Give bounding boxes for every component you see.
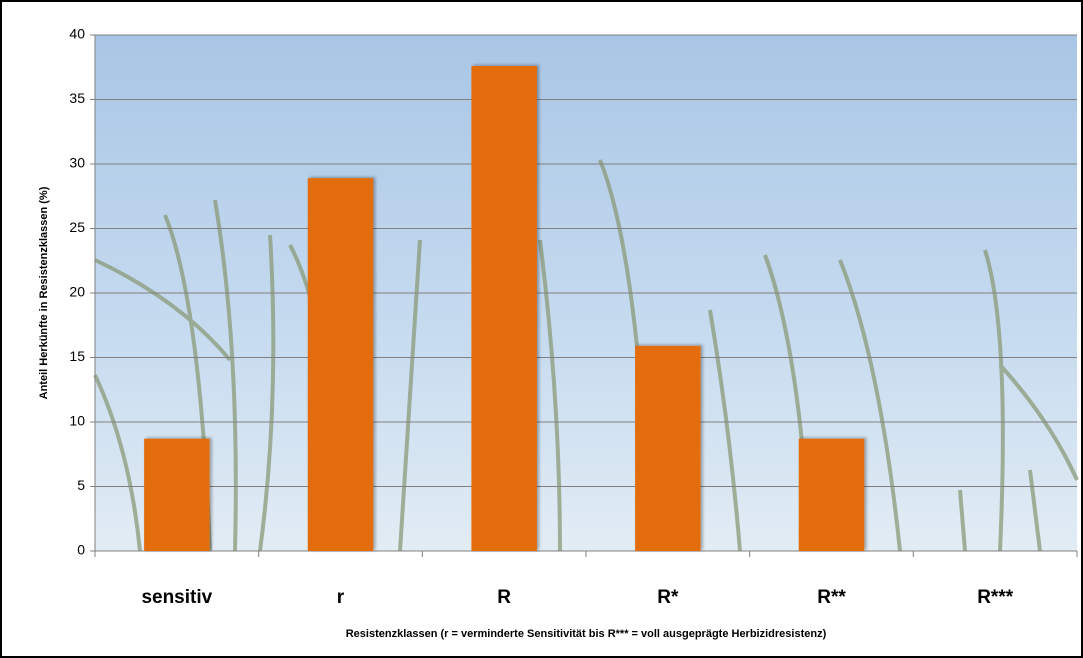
bar [799, 439, 864, 551]
y-tick-label: 35 [69, 90, 85, 106]
bar [308, 178, 373, 551]
x-tick-label: R* [657, 587, 679, 608]
x-tick-label: R** [817, 587, 846, 608]
page: {"chart_data": {"type": "bar", "categori… [0, 0, 1083, 658]
y-tick-label: 40 [69, 26, 85, 42]
bar [635, 346, 700, 551]
y-tick-label: 5 [77, 477, 85, 493]
y-tick-label: 15 [69, 348, 85, 364]
x-tick-label: R*** [977, 587, 1014, 608]
x-tick-label: sensitiv [141, 587, 212, 608]
x-axis-title: Resistenzklassen (r = verminderte Sensit… [346, 628, 827, 640]
y-axis-title: Anteil Herkünfte in Resistenzklassen (%) [38, 186, 50, 399]
x-tick-label: R [497, 587, 511, 608]
y-tick-label: 25 [69, 219, 85, 235]
y-tick-label: 30 [69, 155, 85, 171]
bar [144, 439, 209, 551]
chart: Anteil Herkünfte in Resistenzklassen (%)… [0, 0, 1083, 658]
y-tick-label: 20 [69, 284, 85, 300]
x-tick-label: r [337, 587, 345, 608]
bar [471, 66, 536, 551]
y-tick-label: 0 [77, 542, 85, 558]
y-tick-label: 10 [69, 413, 85, 429]
